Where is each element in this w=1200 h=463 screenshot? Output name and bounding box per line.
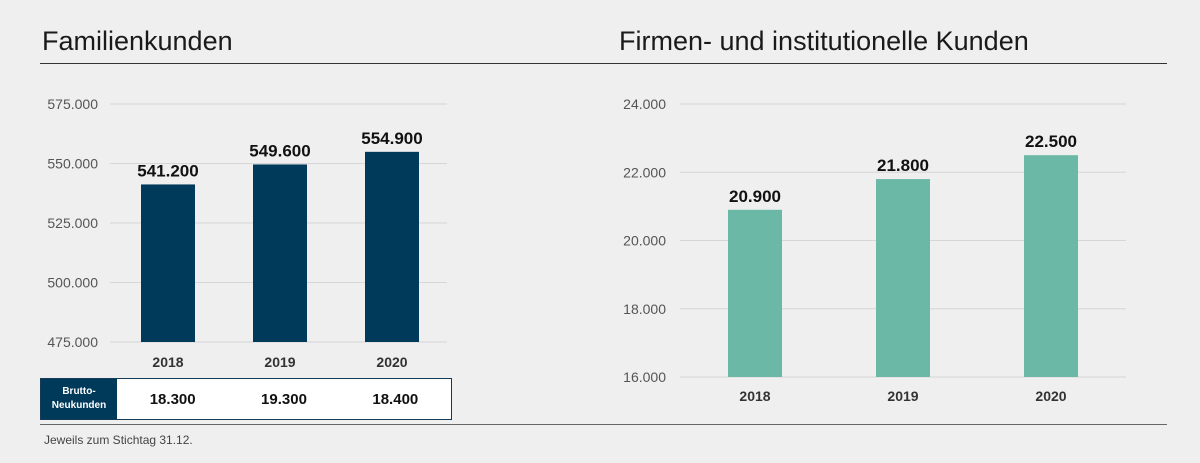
familienkunden-bar-2019 (253, 164, 307, 342)
chart-title-familienkunden: Familienkunden (42, 26, 233, 56)
familienkunden-data-label-2018: 541.200 (137, 161, 198, 180)
top-divider (40, 63, 1167, 64)
firmenkunden-bar-2019 (876, 179, 930, 377)
familienkunden-category-label-2019: 2019 (264, 354, 295, 370)
gross-new-customers-table: Brutto- Neukunden 18.300 19.300 18.400 (40, 378, 452, 420)
familienkunden-data-label-2020: 554.900 (361, 129, 422, 148)
gross-new-customers-2019: 19.300 (261, 390, 307, 408)
chart-title-firmenkunden: Firmen- und institutionelle Kunden (619, 26, 1029, 56)
familienkunden-category-label-2020: 2020 (376, 354, 407, 370)
firmenkunden-category-label-2020: 2020 (1035, 388, 1066, 404)
chart-familienkunden: 475.000 500.000 525.000 550.000 575.000 541.2… (47, 96, 447, 370)
firmenkunden-ytick-label: 20.000 (623, 233, 666, 249)
firmenkunden-ytick-label: 16.000 (623, 369, 666, 385)
footnote: Jeweils zum Stichtag 31.12. (44, 433, 193, 447)
chart-firmenkunden: 16.000 18.000 20.000 22.000 24.000 20.900 2018… (623, 96, 1126, 404)
firmenkunden-ytick-label: 18.000 (623, 301, 666, 317)
familienkunden-data-label-2019: 549.600 (249, 141, 310, 160)
familienkunden-bar-2020 (365, 151, 419, 342)
familienkunden-ytick-label: 475.000 (47, 334, 98, 350)
firmenkunden-bar-2020 (1024, 155, 1078, 377)
familienkunden-ytick-label: 525.000 (47, 215, 98, 231)
firmenkunden-ytick-label: 22.000 (623, 164, 666, 180)
familienkunden-bar-2018 (141, 184, 195, 342)
firmenkunden-data-label-2018: 20.900 (729, 187, 781, 206)
familienkunden-category-label-2018: 2018 (152, 354, 183, 370)
gross-new-customers-2020: 18.400 (372, 390, 419, 408)
firmenkunden-ytick-label: 24.000 (623, 96, 666, 112)
familienkunden-ytick-label: 500.000 (47, 275, 98, 291)
familienkunden-ytick-label: 575.000 (47, 96, 98, 112)
familienkunden-ytick-label: 550.000 (47, 156, 98, 172)
gross-new-customers-2018: 18.300 (149, 390, 196, 408)
firmenkunden-category-label-2019: 2019 (887, 388, 918, 404)
firmenkunden-data-label-2020: 22.500 (1025, 132, 1077, 151)
bottom-divider (40, 424, 1167, 425)
gross-new-customers-label: Brutto- Neukunden (41, 379, 117, 419)
firmenkunden-data-label-2019: 21.800 (877, 156, 929, 175)
firmenkunden-category-label-2018: 2018 (739, 388, 770, 404)
firmenkunden-bar-2018 (728, 209, 782, 377)
